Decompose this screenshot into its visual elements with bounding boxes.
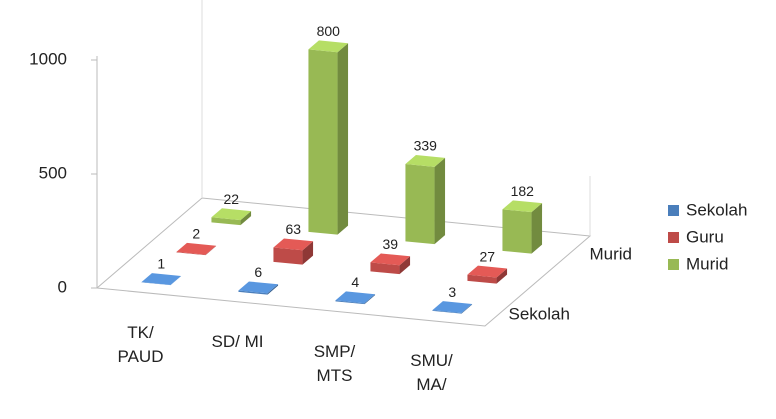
depth-label: Murid: [590, 244, 633, 263]
bar-front: [370, 262, 400, 275]
x-tick-label: SMP/ MTS: [313, 341, 356, 385]
bar-side: [337, 43, 349, 235]
bar-top: [335, 291, 376, 304]
bar-top: [238, 281, 279, 294]
bar: [176, 242, 217, 256]
bar-top: [467, 265, 508, 278]
value-label: 339: [414, 138, 438, 154]
bar-front: [238, 290, 268, 295]
bar-side: [205, 245, 217, 256]
legend-swatch: [668, 259, 679, 270]
value-label: 63: [285, 221, 301, 237]
value-label: 2: [192, 225, 200, 241]
bar-top: [370, 253, 411, 266]
bar: [141, 273, 182, 286]
value-label: 182: [511, 183, 535, 199]
bar: [370, 253, 411, 275]
x-tick-label: SD/ MI: [211, 332, 264, 352]
bar-front: [467, 274, 497, 284]
legend-label: Murid: [686, 254, 729, 273]
bar: [308, 40, 349, 235]
value-label: 1: [157, 256, 165, 272]
x-tick-label: TK/ PAUD: [117, 322, 164, 366]
value-label: 22: [223, 191, 239, 207]
value-label: 800: [317, 23, 341, 39]
legend-label: Guru: [686, 227, 724, 246]
bar-side: [170, 275, 182, 286]
bar-top: [502, 200, 543, 213]
bar-top: [308, 40, 349, 53]
bar: [432, 301, 473, 314]
x-tick-label: SMU/ MA/: [410, 351, 453, 395]
legend-label: Sekolah: [686, 200, 747, 219]
bar: [273, 238, 314, 265]
bar: [502, 200, 543, 254]
bar-front: [273, 247, 303, 265]
y-tick-label: 0: [58, 277, 67, 296]
bar-front: [176, 251, 206, 256]
bar-side: [267, 284, 279, 295]
value-label: 3: [448, 284, 456, 300]
bar-side: [531, 203, 543, 254]
bar: [467, 265, 508, 284]
bar: [335, 291, 376, 305]
bar: [238, 281, 279, 295]
bar-top: [405, 155, 446, 167]
bar-top: [211, 208, 252, 221]
bar-side: [496, 268, 508, 284]
bar-side: [364, 294, 376, 305]
bar-front: [141, 282, 171, 286]
y-tick-label: 1000: [29, 49, 67, 68]
depth-label: Sekolah: [509, 304, 570, 323]
bar-side: [399, 256, 411, 275]
bar-front: [335, 300, 365, 305]
bar-top: [176, 242, 217, 255]
value-label: 27: [479, 248, 495, 264]
legend-swatch: [668, 205, 679, 216]
bar-front: [405, 164, 435, 245]
bar-top: [432, 301, 473, 313]
bar-side: [302, 241, 314, 265]
y-tick-label: 500: [39, 163, 67, 182]
bar-side: [240, 211, 252, 226]
value-label: 39: [382, 236, 398, 252]
bar-front: [308, 49, 338, 235]
bar: [405, 155, 446, 245]
bar-side: [461, 303, 473, 314]
legend-swatch: [668, 232, 679, 243]
value-label: 4: [351, 274, 359, 290]
bar: [211, 208, 252, 226]
value-label: 6: [254, 264, 262, 280]
bar-front: [211, 217, 241, 226]
bar-front: [502, 209, 532, 254]
bar-top: [273, 238, 314, 251]
bar-front: [432, 310, 462, 314]
bar-side: [434, 157, 446, 245]
bar-top: [141, 273, 182, 285]
